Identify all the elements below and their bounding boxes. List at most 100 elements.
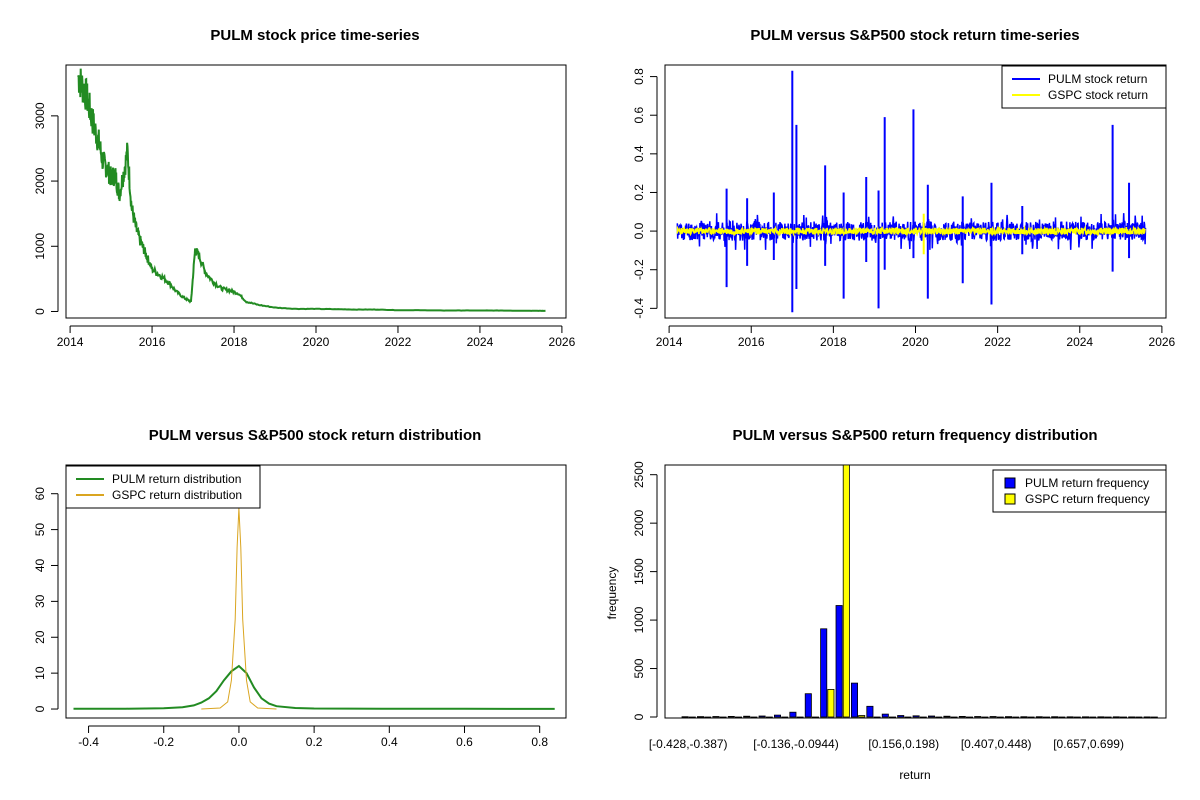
chart-title: PULM stock price time-series bbox=[210, 27, 419, 44]
gspc-frequency-bar bbox=[858, 715, 866, 718]
x-tick-label: 2014 bbox=[656, 335, 683, 349]
gspc-frequency-bar bbox=[904, 716, 912, 718]
pulm-frequency-bar bbox=[1128, 716, 1136, 718]
y-tick-label: 0 bbox=[632, 713, 646, 720]
return-timeseries-panel: PULM versus S&P500 stock return time-ser… bbox=[632, 27, 1176, 349]
pulm-frequency-bar bbox=[866, 705, 874, 718]
y-tick-label: -0.2 bbox=[632, 259, 646, 280]
plot-frame bbox=[65, 64, 567, 319]
x-tick-label: [0.156,0.198) bbox=[868, 737, 939, 751]
pulm-frequency-bar bbox=[743, 715, 751, 718]
gspc-frequency-bar bbox=[781, 716, 789, 718]
pulm-frequency-bar bbox=[1112, 716, 1120, 718]
y-tick-label: -0.4 bbox=[632, 298, 646, 319]
legend-label: PULM return frequency bbox=[1025, 476, 1149, 490]
chart-title: PULM versus S&P500 stock return time-ser… bbox=[750, 27, 1079, 44]
pulm-frequency-bar bbox=[989, 716, 997, 718]
x-tick-label: 0.6 bbox=[456, 735, 473, 749]
pulm-frequency-bar bbox=[912, 715, 920, 718]
pulm-frequency-bar bbox=[820, 628, 828, 718]
return-distribution-panel: PULM versus S&P500 stock return distribu… bbox=[33, 427, 567, 749]
gspc-frequency-bar bbox=[889, 716, 897, 718]
gspc-frequency-bar bbox=[873, 716, 881, 718]
gspc-frequency-bar bbox=[796, 716, 804, 718]
price-line bbox=[77, 68, 546, 312]
pulm-density-line bbox=[73, 664, 555, 710]
x-tick-label: 0.2 bbox=[306, 735, 323, 749]
legend-swatch bbox=[1004, 477, 1016, 489]
x-tick-label: 2018 bbox=[820, 335, 847, 349]
x-tick-label: 2024 bbox=[1066, 335, 1093, 349]
x-tick-label: [-0.428,-0.387) bbox=[649, 737, 728, 751]
pulm-frequency-bar bbox=[897, 715, 905, 718]
x-tick-label: [0.657,0.699) bbox=[1053, 737, 1124, 751]
chart-title: PULM versus S&P500 return frequency dist… bbox=[732, 427, 1097, 444]
y-tick-label: 40 bbox=[33, 558, 47, 572]
gspc-frequency-bar bbox=[1150, 716, 1158, 718]
y-tick-label: 10 bbox=[33, 666, 47, 680]
pulm-frequency-bar bbox=[789, 711, 797, 718]
gspc-density-line bbox=[201, 508, 277, 710]
gspc-frequency-bar bbox=[966, 716, 974, 718]
x-tick-label: [0.407,0.448) bbox=[961, 737, 1032, 751]
legend-label: PULM stock return bbox=[1048, 72, 1147, 86]
pulm-frequency-bar bbox=[1051, 716, 1059, 718]
pulm-frequency-bar bbox=[712, 716, 720, 718]
x-tick-label: 2024 bbox=[467, 335, 494, 349]
y-tick-label: 0.6 bbox=[632, 107, 646, 124]
pulm-frequency-bar bbox=[727, 716, 735, 718]
legend-swatch bbox=[1004, 493, 1016, 505]
pulm-frequency-bar bbox=[958, 716, 966, 718]
gspc-frequency-bar bbox=[950, 716, 958, 718]
pulm-frequency-bar bbox=[758, 715, 766, 718]
pulm-frequency-bar bbox=[1005, 716, 1013, 718]
pulm-frequency-bar bbox=[1143, 716, 1151, 718]
gspc-return-line bbox=[676, 225, 1146, 238]
gspc-frequency-bar bbox=[842, 464, 850, 718]
gspc-frequency-bar bbox=[827, 689, 835, 718]
gspc-frequency-bar bbox=[919, 716, 927, 718]
gspc-frequency-bar bbox=[1089, 716, 1097, 718]
pulm-frequency-bar bbox=[681, 716, 689, 718]
price-timeseries-panel: PULM stock price time-series 2014 2016 201… bbox=[33, 27, 576, 349]
y-tick-label: 60 bbox=[33, 487, 47, 501]
pulm-frequency-bar bbox=[1082, 716, 1090, 718]
legend-label: PULM return distribution bbox=[112, 472, 241, 486]
x-tick-label: 2020 bbox=[303, 335, 330, 349]
x-tick-label: 2014 bbox=[57, 335, 84, 349]
plot-frame bbox=[65, 464, 567, 719]
gspc-frequency-bar bbox=[1027, 716, 1035, 718]
y-tick-label: 1500 bbox=[632, 558, 646, 585]
y-tick-label: 50 bbox=[33, 523, 47, 537]
x-tick-label: -0.4 bbox=[78, 735, 99, 749]
pulm-frequency-bar bbox=[928, 715, 936, 718]
pulm-frequency-bar bbox=[1035, 716, 1043, 718]
pulm-frequency-bar bbox=[1020, 716, 1028, 718]
x-tick-label: 2026 bbox=[549, 335, 576, 349]
x-tick-label: 0.0 bbox=[231, 735, 248, 749]
pulm-frequency-bar bbox=[804, 693, 812, 718]
legend-box bbox=[65, 465, 261, 509]
gspc-frequency-bar bbox=[1058, 716, 1066, 718]
y-tick-label: 0 bbox=[33, 308, 47, 315]
y-axis-label: frequency bbox=[605, 567, 619, 620]
x-tick-label: 2026 bbox=[1149, 335, 1176, 349]
gspc-frequency-bar bbox=[812, 716, 820, 718]
x-tick-label: 2020 bbox=[902, 335, 929, 349]
y-tick-label: 3000 bbox=[33, 102, 47, 129]
x-tick-label: 2016 bbox=[139, 335, 166, 349]
pulm-frequency-bar bbox=[851, 682, 859, 718]
pulm-frequency-bar bbox=[774, 714, 782, 718]
y-tick-label: 0.4 bbox=[632, 145, 646, 162]
y-tick-label: 2500 bbox=[632, 461, 646, 488]
gspc-frequency-bar bbox=[1135, 716, 1143, 718]
y-tick-label: 2000 bbox=[632, 509, 646, 536]
chart-title: PULM versus S&P500 stock return distribu… bbox=[149, 427, 482, 444]
gspc-frequency-bar bbox=[765, 716, 773, 718]
y-tick-label: 500 bbox=[632, 658, 646, 678]
x-axis-label: return bbox=[899, 768, 930, 782]
legend-label: GSPC return frequency bbox=[1025, 492, 1150, 506]
gspc-frequency-bar bbox=[1120, 716, 1128, 718]
y-tick-label: 0.8 bbox=[632, 68, 646, 85]
